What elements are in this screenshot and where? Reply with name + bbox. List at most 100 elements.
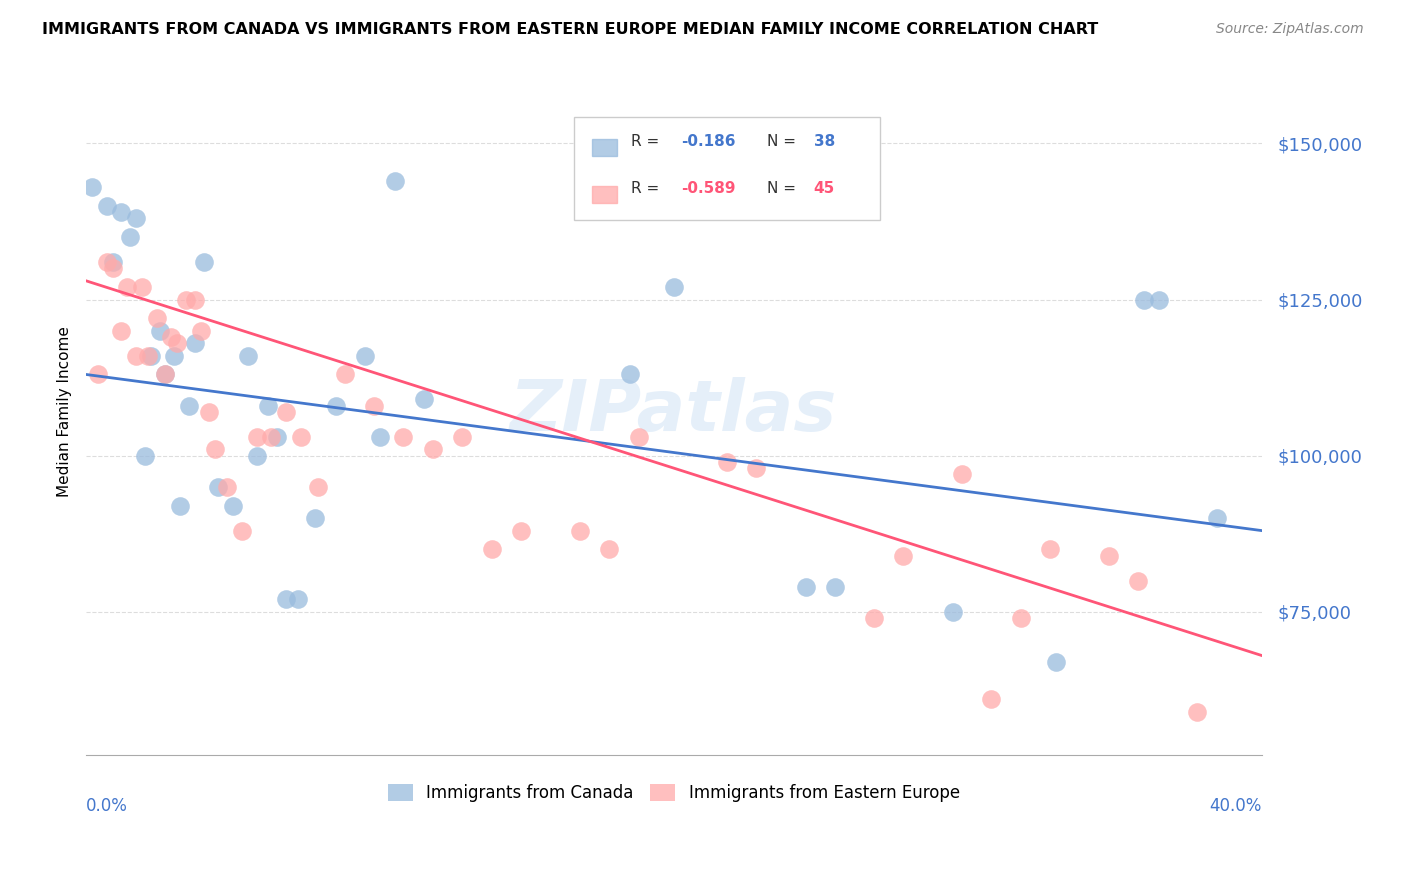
Point [627, 430, 650, 444]
Point [662, 280, 685, 294]
Point [160, 330, 183, 344]
Point [139, 349, 162, 363]
Point [204, 442, 226, 457]
Point [131, 280, 153, 294]
Text: R =: R = [631, 134, 665, 149]
FancyBboxPatch shape [574, 117, 880, 219]
Point [274, 405, 297, 419]
Point [1098, 549, 1121, 563]
Point [101, 261, 124, 276]
Point [101, 255, 124, 269]
Legend: Immigrants from Canada, Immigrants from Eastern Europe: Immigrants from Canada, Immigrants from … [381, 777, 966, 809]
Point [1133, 293, 1156, 307]
Point [120, 230, 142, 244]
Point [1045, 655, 1067, 669]
Point [568, 524, 591, 538]
Point [824, 580, 846, 594]
Point [222, 499, 245, 513]
Text: -0.589: -0.589 [681, 181, 735, 196]
Point [384, 174, 406, 188]
Point [598, 542, 620, 557]
Point [190, 324, 212, 338]
Point [1147, 293, 1170, 307]
Point [980, 692, 1002, 706]
Point [184, 293, 207, 307]
Point [257, 399, 280, 413]
Point [145, 311, 167, 326]
Text: 40.0%: 40.0% [1209, 797, 1261, 814]
Point [287, 592, 309, 607]
Point [368, 430, 391, 444]
Point [207, 480, 229, 494]
Point [217, 480, 239, 494]
Point [260, 430, 283, 444]
Text: ZIPatlas: ZIPatlas [510, 377, 838, 446]
Point [110, 205, 132, 219]
Point [422, 442, 444, 457]
Bar [592, 186, 617, 203]
Point [169, 499, 191, 513]
Point [148, 324, 170, 338]
Point [80, 180, 103, 194]
Point [87, 368, 110, 382]
Text: IMMIGRANTS FROM CANADA VS IMMIGRANTS FROM EASTERN EUROPE MEDIAN FAMILY INCOME CO: IMMIGRANTS FROM CANADA VS IMMIGRANTS FRO… [42, 22, 1098, 37]
Point [363, 399, 385, 413]
Point [166, 336, 188, 351]
Point [307, 480, 329, 494]
Point [163, 349, 186, 363]
Y-axis label: Median Family Income: Median Family Income [58, 326, 72, 498]
Point [184, 336, 207, 351]
Point [481, 542, 503, 557]
Point [155, 368, 177, 382]
Point [862, 611, 884, 625]
Point [716, 455, 738, 469]
Text: N =: N = [766, 181, 800, 196]
Point [354, 349, 377, 363]
Point [290, 430, 312, 444]
Point [274, 592, 297, 607]
Point [891, 549, 914, 563]
Point [245, 449, 267, 463]
Point [745, 461, 768, 475]
Point [266, 430, 288, 444]
Text: -0.186: -0.186 [681, 134, 735, 149]
Point [136, 349, 159, 363]
Point [413, 392, 436, 407]
Text: 0.0%: 0.0% [86, 797, 128, 814]
Point [1039, 542, 1062, 557]
Text: Source: ZipAtlas.com: Source: ZipAtlas.com [1216, 22, 1364, 37]
Point [942, 605, 965, 619]
Point [510, 524, 533, 538]
Point [1206, 511, 1229, 525]
Text: N =: N = [766, 134, 800, 149]
Point [325, 399, 347, 413]
Point [177, 399, 200, 413]
Point [155, 368, 177, 382]
Point [125, 211, 148, 226]
Point [794, 580, 817, 594]
Point [1126, 574, 1149, 588]
Point [1185, 705, 1208, 719]
Point [174, 293, 197, 307]
Point [304, 511, 326, 525]
Point [619, 368, 641, 382]
Point [134, 449, 156, 463]
Text: R =: R = [631, 181, 665, 196]
Point [96, 255, 118, 269]
Point [193, 255, 215, 269]
Point [115, 280, 138, 294]
Text: 38: 38 [814, 134, 835, 149]
Point [125, 349, 148, 363]
Point [1010, 611, 1032, 625]
Point [950, 467, 973, 482]
Point [245, 430, 267, 444]
Point [333, 368, 356, 382]
Point [392, 430, 415, 444]
Text: 45: 45 [814, 181, 835, 196]
Bar [592, 139, 617, 155]
Point [198, 405, 221, 419]
Point [231, 524, 253, 538]
Point [96, 199, 118, 213]
Point [451, 430, 474, 444]
Point [236, 349, 259, 363]
